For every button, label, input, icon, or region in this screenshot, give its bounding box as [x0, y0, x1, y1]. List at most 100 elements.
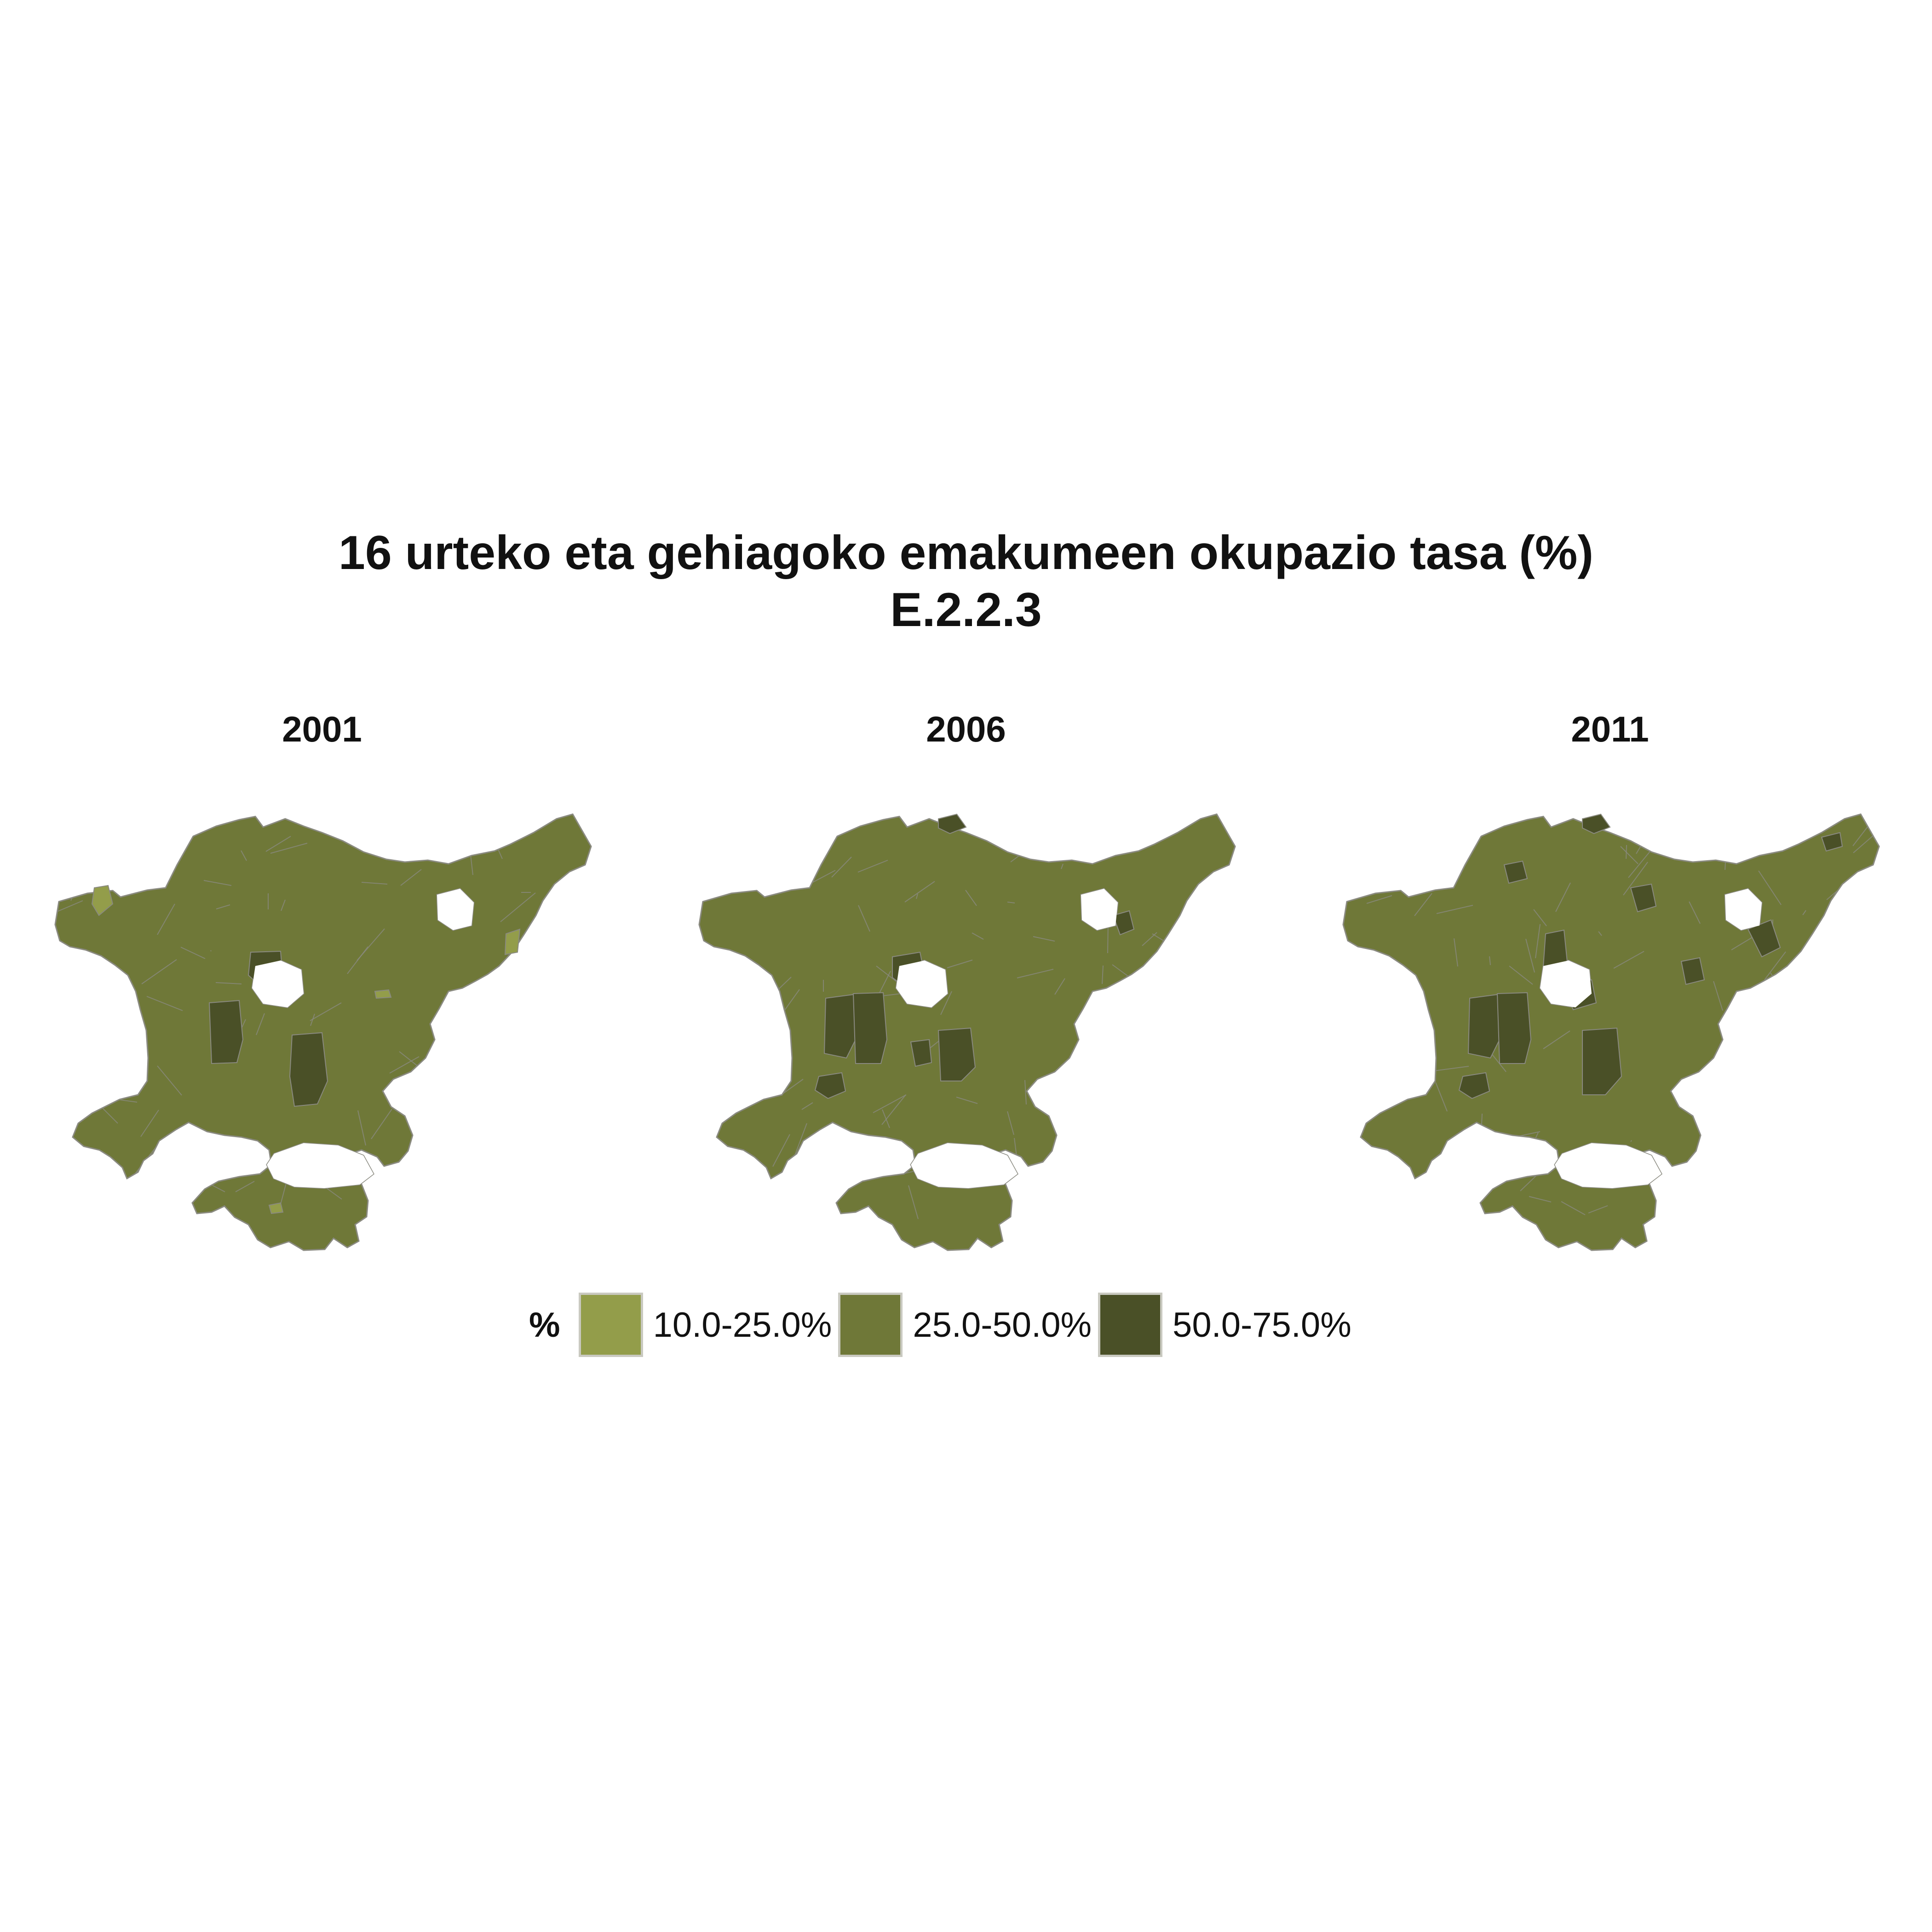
border-line: [1099, 1041, 1111, 1078]
hole-2006-2: [911, 1143, 1018, 1188]
border-line: [1356, 1073, 1381, 1108]
border-line: [1017, 969, 1054, 978]
border-line: [1689, 901, 1701, 924]
border-line: [744, 1013, 748, 1050]
border-line: [180, 947, 206, 959]
border-line: [876, 966, 899, 983]
border-line: [1093, 1128, 1124, 1136]
hole-2006-1: [896, 960, 948, 1007]
hole-2011-0: [1725, 889, 1762, 930]
border-line: [756, 1029, 764, 1064]
region-high-2011-7: [1747, 919, 1781, 958]
border-line: [1588, 1205, 1608, 1213]
border-line: [1806, 948, 1826, 949]
border-line: [425, 1097, 446, 1100]
border-line: [794, 1123, 807, 1156]
border-line: [1770, 972, 1791, 1004]
border-line: [539, 1025, 548, 1037]
border-line: [1555, 882, 1571, 912]
border-line: [858, 905, 870, 932]
border-line: [1454, 938, 1458, 967]
border-line: [1369, 1232, 1372, 1239]
border-line: [857, 860, 888, 873]
border-line: [310, 1002, 342, 1021]
region-high-2006-0: [823, 994, 861, 1059]
border-line: [1155, 1125, 1184, 1130]
hole-2011-2: [1555, 1143, 1662, 1188]
map-group-2006: [698, 813, 1236, 1251]
border-line: [1065, 1137, 1076, 1141]
legend-label-mid: 25.0-50.0%: [913, 1305, 1092, 1345]
border-line: [1768, 1053, 1791, 1082]
border-line: [1758, 870, 1782, 905]
region-low-2001-0: [91, 885, 114, 916]
border-line: [545, 971, 572, 980]
border-line: [499, 1085, 506, 1117]
border-line: [551, 1116, 558, 1131]
panel-title-2011: 2011: [1571, 709, 1649, 749]
border-line: [1764, 951, 1786, 980]
border-line: [1206, 985, 1233, 987]
border-line: [560, 1042, 569, 1055]
border-line: [557, 951, 561, 960]
border-line: [1033, 936, 1055, 942]
border-line: [1794, 1087, 1829, 1094]
map-2011: [1342, 813, 1880, 1251]
border-line: [203, 880, 232, 886]
legend-label-low: 10.0-25.0%: [653, 1305, 832, 1345]
border-line: [873, 1094, 907, 1113]
border-line: [1091, 1062, 1125, 1065]
border-line: [123, 1179, 129, 1214]
border-line: [1769, 837, 1782, 844]
legend-item-low: 10.0-25.0%: [578, 1293, 832, 1357]
border-line: [77, 1209, 85, 1233]
border-line: [1510, 1214, 1517, 1224]
region-low-2001-2: [374, 989, 392, 999]
map-2006: [698, 813, 1236, 1251]
border-line: [1436, 905, 1473, 914]
legend-item-mid: 25.0-50.0%: [838, 1293, 1092, 1357]
border-line: [55, 826, 82, 845]
region-high-2006-7: [910, 1039, 932, 1067]
border-line: [972, 932, 984, 940]
region-high-2006-3: [937, 1027, 976, 1081]
border-line: [157, 903, 175, 935]
border-line: [400, 869, 422, 886]
border-line: [1529, 1196, 1552, 1202]
map-2001: [54, 813, 592, 1251]
border-line: [1399, 1021, 1436, 1041]
border-line: [1106, 1191, 1118, 1213]
border-line: [1802, 1205, 1837, 1225]
border-line: [1102, 965, 1104, 984]
border-line: [797, 853, 812, 862]
border-line: [1366, 895, 1392, 904]
border-line: [1075, 1099, 1097, 1111]
region-high-2011-4: [1458, 1072, 1490, 1099]
border-line: [241, 850, 247, 861]
border-line: [490, 1193, 523, 1202]
border-line: [801, 1102, 813, 1110]
border-line: [1630, 1140, 1632, 1142]
region-high-2011-11: [1821, 832, 1843, 852]
panel-title-2006: 2006: [926, 709, 1006, 749]
hole-2001-2: [267, 1143, 374, 1188]
hole-2001-0: [437, 889, 474, 930]
border-line: [1007, 902, 1015, 903]
border-line: [1543, 1030, 1570, 1049]
border-line: [1112, 964, 1132, 979]
region-high-2011-5: [1582, 813, 1611, 834]
border-line: [100, 1169, 109, 1173]
border-line: [904, 881, 935, 903]
map-panel-2006: 2006: [644, 708, 1288, 1260]
legend-item-high: 50.0-75.0%: [1098, 1293, 1351, 1357]
border-line: [347, 946, 368, 974]
border-line: [1509, 966, 1533, 985]
border-line: [402, 1093, 412, 1117]
border-line: [208, 1225, 240, 1239]
border-line: [1525, 938, 1535, 973]
border-line: [1533, 909, 1547, 926]
border-line: [1856, 1204, 1879, 1219]
region-high-2011-6: [1630, 883, 1657, 913]
border-line: [1433, 1066, 1469, 1071]
border-line: [357, 1110, 366, 1146]
